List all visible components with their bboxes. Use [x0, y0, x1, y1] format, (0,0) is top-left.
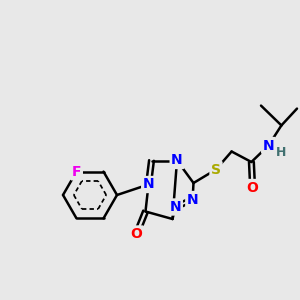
Text: N: N — [171, 154, 183, 167]
Text: N: N — [170, 200, 181, 214]
Text: H: H — [276, 146, 286, 159]
Text: F: F — [72, 165, 81, 178]
Text: O: O — [247, 181, 259, 194]
Text: O: O — [130, 227, 142, 241]
Text: N: N — [187, 193, 198, 206]
Text: F: F — [72, 165, 81, 178]
Text: N: N — [263, 139, 274, 152]
Text: N: N — [143, 178, 154, 191]
Text: S: S — [211, 163, 221, 176]
